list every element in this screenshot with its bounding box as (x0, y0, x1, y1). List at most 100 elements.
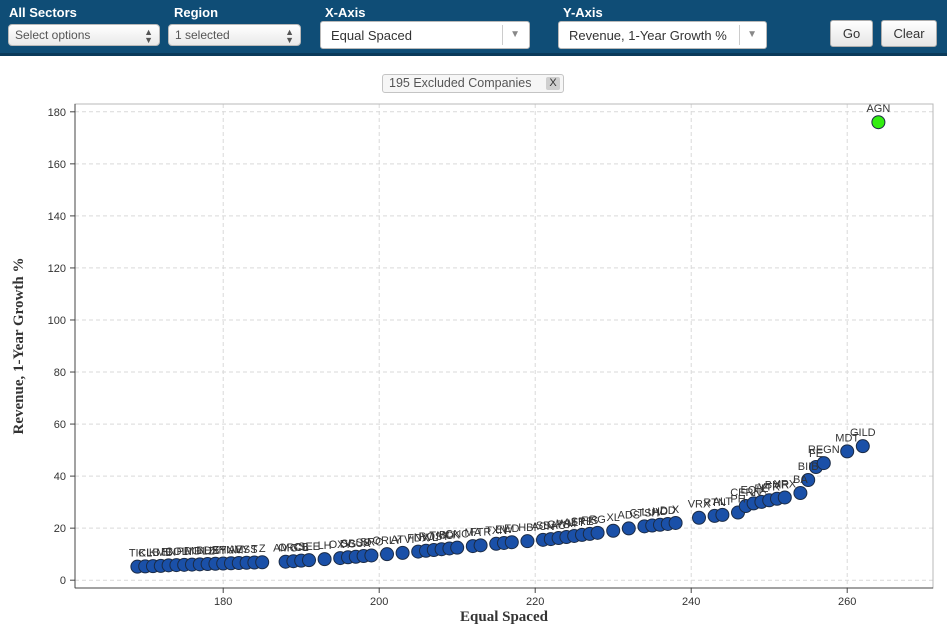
data-point[interactable] (380, 547, 394, 562)
point-label: FE (809, 448, 823, 460)
y-tick-label: 60 (54, 419, 66, 431)
x-tick-label: 260 (838, 596, 856, 608)
data-point[interactable] (302, 553, 316, 568)
select-divider (502, 25, 503, 45)
xaxis-select[interactable]: Equal Spaced ▼ (320, 21, 530, 49)
point-label: MDT (835, 432, 859, 444)
point-label: ROST (419, 531, 450, 543)
point-label: EW (495, 524, 513, 536)
y-tick-label: 120 (48, 263, 66, 275)
point-label: CNC (445, 529, 469, 541)
data-point[interactable] (590, 525, 605, 540)
point-label: XL (606, 512, 619, 524)
point-label: EN (161, 546, 176, 558)
x-tick-label: 220 (526, 596, 544, 608)
point-label: TIK (129, 548, 147, 560)
point-label: SBUX (341, 538, 372, 550)
point-label: PH (730, 494, 745, 506)
data-point[interactable] (473, 538, 488, 553)
yaxis-select[interactable]: Revenue, 1-Year Growth % ▼ (558, 21, 767, 49)
data-point[interactable] (801, 473, 816, 488)
point-label: LB (146, 547, 159, 559)
region-label: Region (174, 5, 219, 20)
point-label: AGN (866, 103, 890, 115)
point-label: CL (138, 547, 152, 559)
point-label: X (672, 504, 680, 516)
point-label: WM (557, 518, 577, 530)
data-point[interactable] (715, 507, 730, 522)
sectors-select-value: Select options (15, 28, 91, 42)
point-label: ESS (236, 544, 258, 556)
point-label: OXY (329, 539, 353, 551)
point-label: FTR (470, 526, 491, 538)
point-label: COL (165, 546, 188, 558)
y-tick-label: 0 (60, 575, 66, 587)
excluded-companies-tag[interactable]: 195 Excluded Companies X (382, 74, 564, 93)
point-label: BMR (765, 480, 790, 492)
y-tick-label: 20 (54, 523, 66, 535)
point-label: ACN (531, 521, 554, 533)
close-icon[interactable]: X (546, 77, 560, 90)
data-point[interactable] (520, 534, 535, 549)
data-point[interactable] (504, 535, 519, 550)
data-point[interactable] (793, 486, 808, 501)
data-point[interactable] (255, 555, 270, 570)
data-point[interactable] (871, 115, 886, 130)
point-label: DG (340, 538, 357, 550)
data-point[interactable] (621, 521, 636, 536)
sectors-select[interactable]: Select options ▲ ▼ (8, 24, 160, 46)
point-label: BLK (439, 529, 460, 541)
data-points (130, 115, 886, 574)
x-tick-label: 240 (682, 596, 700, 608)
point-label: HUM (218, 544, 243, 556)
x-tick-label: 180 (214, 596, 232, 608)
plot-area (74, 103, 934, 589)
data-point[interactable] (317, 552, 332, 567)
go-button[interactable]: Go (830, 20, 873, 47)
point-label: Z (259, 543, 266, 555)
filter-toolbar: All Sectors Select options ▲ ▼ Region 1 s… (0, 0, 947, 56)
region-select[interactable]: 1 selected ▲ ▼ (168, 24, 301, 46)
chevron-down-icon: ▼ (510, 29, 520, 40)
data-point[interactable] (692, 510, 706, 525)
y-axis-title: Revenue, 1-Year Growth % (11, 258, 27, 435)
point-label: AET (563, 517, 585, 529)
point-label: GILD (850, 427, 876, 439)
data-point[interactable] (840, 444, 855, 459)
point-label: AVY (228, 544, 250, 556)
point-label: ALT (713, 496, 733, 508)
point-label: SRC (360, 536, 383, 548)
yaxis-label: Y-Axis (563, 5, 603, 20)
clear-button[interactable]: Clear (881, 20, 937, 47)
point-label: SBAC (536, 520, 566, 532)
point-label: ORLY (372, 535, 402, 547)
point-label: XRX (773, 478, 796, 490)
data-point[interactable] (606, 523, 621, 538)
y-tick-label: 80 (54, 367, 66, 379)
data-point[interactable] (855, 439, 870, 454)
data-point[interactable] (450, 540, 465, 555)
point-label: EQIX (740, 484, 767, 496)
x-tick-label: 200 (370, 596, 388, 608)
point-label: LH (318, 540, 332, 552)
data-point[interactable] (395, 545, 410, 560)
point-label: FE (754, 483, 768, 495)
data-point[interactable] (668, 515, 683, 530)
point-label: CERN (730, 487, 761, 499)
updown-arrow-icon: ▲ ▼ (144, 27, 153, 45)
data-point[interactable] (816, 456, 831, 471)
point-label: VRX (688, 499, 711, 511)
point-label: ATVI (391, 534, 415, 546)
data-point[interactable] (364, 548, 379, 563)
point-label: RTN (703, 497, 725, 509)
region-select-value: 1 selected (175, 28, 230, 42)
point-label: SO (356, 537, 372, 549)
point-label: VTR (758, 481, 780, 493)
point-label: SEE (298, 541, 320, 553)
select-divider (739, 25, 740, 45)
updown-arrow-icon: ▲ ▼ (285, 27, 294, 45)
xaxis-select-value: Equal Spaced (331, 28, 412, 43)
data-point[interactable] (777, 490, 792, 505)
point-label: FDX (407, 533, 430, 545)
